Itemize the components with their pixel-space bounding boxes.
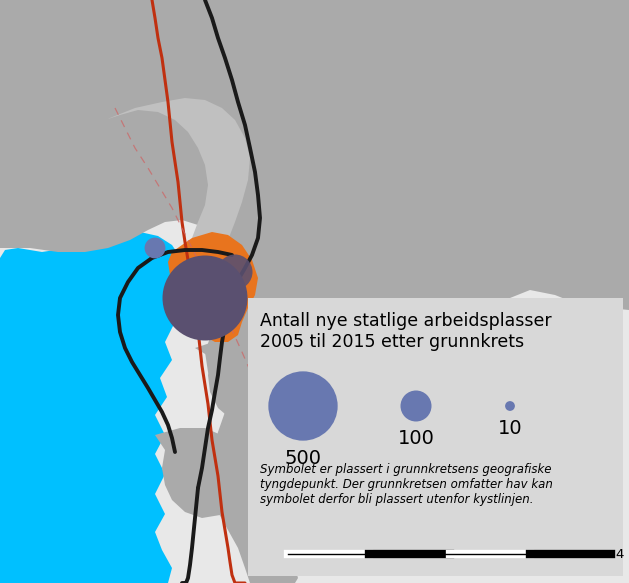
Bar [248, 298, 623, 576]
Polygon shape [0, 108, 125, 185]
Polygon shape [248, 90, 328, 152]
Circle shape [505, 401, 515, 411]
Text: Symbolet er plassert i grunnkretsens geografiske
tyngdepunkt. Der grunnkretsen o: Symbolet er plassert i grunnkretsens geo… [260, 463, 553, 506]
Circle shape [401, 391, 431, 422]
Polygon shape [348, 148, 418, 265]
Text: 500: 500 [284, 449, 321, 468]
Polygon shape [195, 335, 305, 428]
Polygon shape [168, 232, 258, 342]
Polygon shape [42, 148, 92, 185]
Circle shape [218, 255, 252, 290]
Polygon shape [268, 115, 392, 238]
Text: Antall nye statlige arbeidsplasser
2005 til 2015 etter grunnkrets: Antall nye statlige arbeidsplasser 2005 … [260, 312, 552, 351]
Polygon shape [398, 115, 498, 202]
Text: 100: 100 [398, 430, 435, 448]
Polygon shape [352, 0, 629, 130]
Text: 10: 10 [498, 419, 522, 438]
Circle shape [269, 371, 338, 441]
Text: 4 km: 4 km [616, 547, 629, 560]
Polygon shape [0, 232, 190, 583]
Polygon shape [155, 428, 248, 518]
Circle shape [145, 238, 165, 258]
Polygon shape [105, 98, 250, 258]
Polygon shape [468, 85, 545, 150]
Circle shape [162, 255, 247, 340]
Polygon shape [205, 120, 272, 258]
